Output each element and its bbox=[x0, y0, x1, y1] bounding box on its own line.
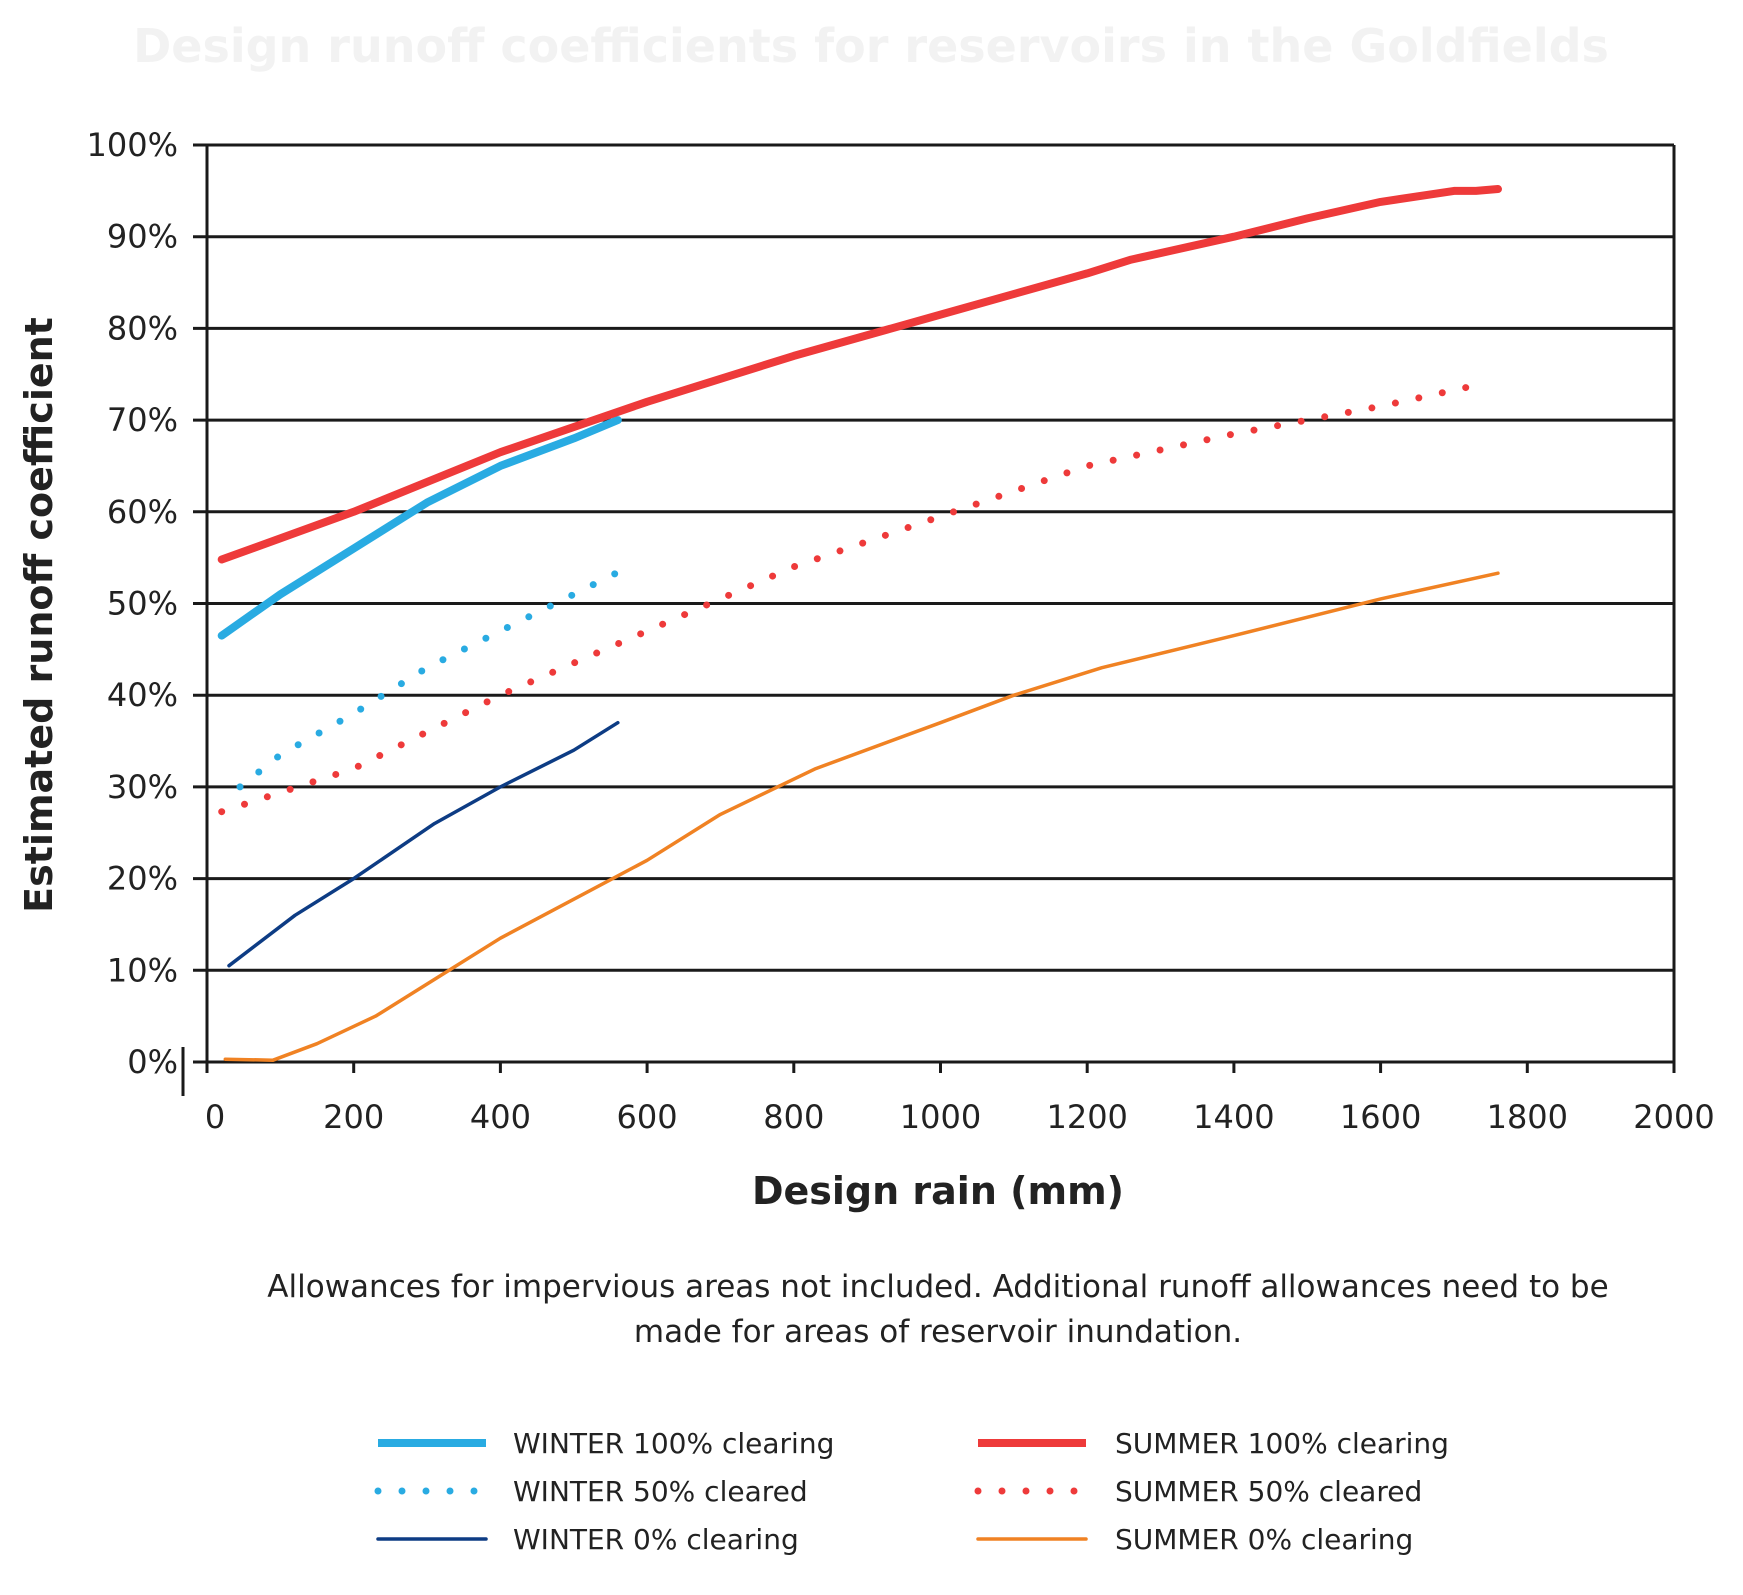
y-axis-label: Estimated runoff coefficient bbox=[17, 317, 61, 913]
x-tick-label: 800 bbox=[763, 1098, 824, 1136]
y-tick-label: 90% bbox=[107, 218, 178, 256]
x-tick-label: 600 bbox=[617, 1098, 678, 1136]
x-tick-label: 1200 bbox=[1046, 1098, 1127, 1136]
x-tick-label: 400 bbox=[470, 1098, 531, 1136]
legend-label-winter-50pct-cleared: WINTER 50% cleared bbox=[513, 1475, 808, 1508]
series-line-winter-0pct-clearing bbox=[227, 720, 620, 968]
note-line-1: Allowances for impervious areas not incl… bbox=[267, 1269, 1608, 1305]
series-line-summer-0pct-clearing bbox=[223, 571, 1500, 1062]
series-line-summer-100pct-clearing bbox=[217, 185, 1502, 564]
x-axis-label: Design rain (mm) bbox=[752, 1169, 1124, 1213]
series-line-winter-50pct-cleared bbox=[236, 565, 629, 791]
note-line-2: made for areas of reservoir inundation. bbox=[634, 1314, 1242, 1350]
series-group bbox=[217, 185, 1502, 1062]
legend-label-summer-100pct-clearing: SUMMER 100% clearing bbox=[1115, 1427, 1449, 1460]
legend-label-winter-0pct-clearing: WINTER 0% clearing bbox=[513, 1523, 799, 1556]
y-tick-label: 70% bbox=[107, 401, 178, 439]
y-tick-label: 0% bbox=[127, 1043, 178, 1081]
x-tick-label: 1600 bbox=[1340, 1098, 1421, 1136]
y-tick-label: 100% bbox=[87, 126, 178, 164]
plot-frame bbox=[181, 145, 1676, 1096]
y-tick-label: 20% bbox=[107, 860, 178, 898]
x-axis-ticks: 0 200 400 600 800 1000 1200 1400 1600 1800 2000 bbox=[205, 1062, 1715, 1136]
y-tick-label: 50% bbox=[107, 585, 178, 623]
y-tick-label: 40% bbox=[107, 676, 178, 714]
x-tick-label: 2000 bbox=[1633, 1098, 1714, 1136]
x-tick-label: 200 bbox=[323, 1098, 384, 1136]
series-line-winter-100pct-clearing bbox=[217, 416, 622, 640]
y-tick-label: 30% bbox=[107, 768, 178, 806]
y-axis-ticks: 0% 10% 20% 30% 40% 50% 60% 70% 80% 90% 100% bbox=[87, 126, 178, 1081]
chart-title: Design runoff coefficients for reservoir… bbox=[133, 19, 1609, 73]
series-line-summer-50pct-cleared bbox=[218, 381, 1480, 816]
x-tick-label: 1400 bbox=[1193, 1098, 1274, 1136]
y-tick-label: 10% bbox=[107, 951, 178, 989]
legend-label-summer-50pct-cleared: SUMMER 50% cleared bbox=[1115, 1475, 1422, 1508]
grid-lines bbox=[193, 143, 1674, 1064]
x-tick-label: 1800 bbox=[1487, 1098, 1568, 1136]
y-tick-label: 60% bbox=[107, 493, 178, 531]
x-tick-label: 0 bbox=[205, 1098, 225, 1136]
legend-label-winter-100pct-clearing: WINTER 100% clearing bbox=[513, 1427, 834, 1460]
x-tick-label: 1000 bbox=[900, 1098, 981, 1136]
y-tick-label: 80% bbox=[107, 309, 178, 347]
legend-label-summer-0pct-clearing: SUMMER 0% clearing bbox=[1115, 1523, 1413, 1556]
legend: WINTER 100% clearing WINTER 50% cleared WI… bbox=[374, 1427, 1449, 1556]
